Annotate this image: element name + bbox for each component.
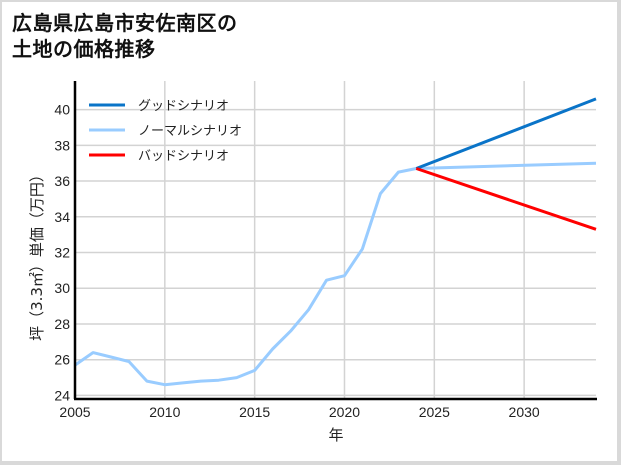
chart-frame [2, 2, 617, 461]
series-line-normal [416, 161, 597, 170]
y-tick-label: 32 [54, 245, 70, 261]
chart-title-line1: 広島県広島市安佐南区の [12, 11, 238, 35]
y-tick-label: 36 [54, 173, 70, 189]
grid-lines [74, 81, 596, 399]
y-tick-label: 40 [54, 102, 70, 118]
chart-title-line2: 土地の価格推移 [12, 37, 156, 61]
y-tick-label: 28 [54, 316, 70, 332]
series-line-bad [415, 167, 597, 231]
series-line-good [415, 97, 597, 170]
x-tick-label: 2020 [329, 404, 360, 420]
x-tick-label: 2030 [509, 404, 540, 420]
y-tick-label: 38 [54, 137, 70, 153]
y-axis-label: 坪（3.3㎡）単価（万円） [28, 167, 46, 341]
series-lines [74, 97, 597, 387]
legend-label-good: グッドシナリオ [138, 99, 229, 114]
x-tick-label: 2025 [419, 404, 450, 420]
legend-label-normal: ノーマルシナリオ [138, 124, 242, 139]
y-tick-labels: 24 26 28 30 32 34 36 38 40 [54, 102, 70, 404]
axes [73, 81, 597, 401]
legend: グッドシナリオ ノーマルシナリオ バッドシナリオ [89, 99, 242, 164]
y-tick-label: 26 [54, 352, 70, 368]
chart-title: 広島県広島市安佐南区の 土地の価格推移 [12, 10, 238, 62]
x-axis-label: 年 [328, 426, 343, 444]
y-tick-label: 34 [54, 209, 70, 225]
x-tick-label: 2005 [59, 404, 90, 420]
x-tick-label: 2010 [149, 404, 180, 420]
y-tick-label: 30 [54, 280, 70, 296]
y-tick-label: 24 [54, 387, 70, 403]
series-line-history [74, 167, 417, 387]
legend-label-bad: バッドシナリオ [138, 149, 229, 164]
x-tick-labels: 2005 2010 2015 2020 2025 2030 [59, 404, 539, 420]
x-tick-label: 2015 [239, 404, 270, 420]
